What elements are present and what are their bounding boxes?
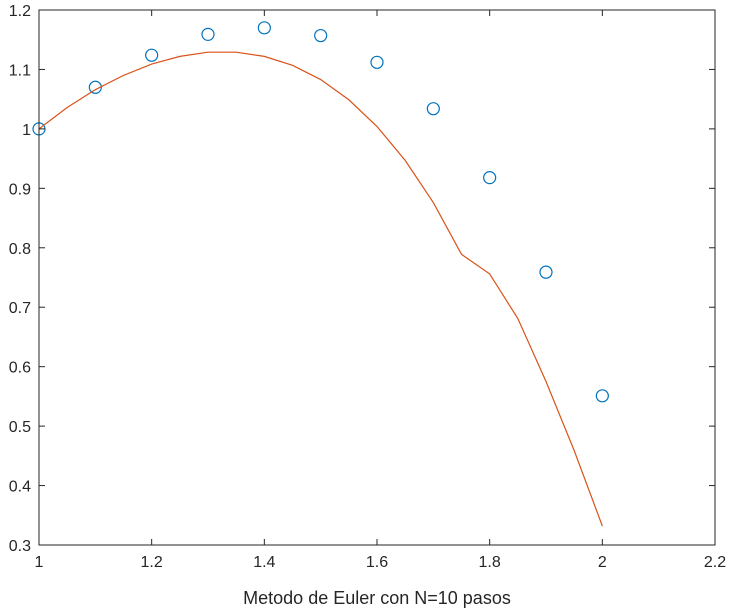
data-point (314, 28, 328, 43)
y-tick-label: 0.8 (9, 241, 31, 258)
data-point (483, 171, 497, 185)
x-tick-label: 1.8 (479, 554, 501, 571)
data-point (370, 55, 384, 69)
x-tick-label: 1.6 (366, 554, 388, 571)
y-tick-label: 0.3 (9, 538, 31, 555)
data-point (201, 27, 215, 41)
x-tick-label: 2.2 (704, 554, 726, 571)
y-tick-label: 0.6 (9, 360, 31, 377)
series-line (38, 51, 603, 527)
y-tick-label: 0.7 (9, 300, 31, 317)
data-point (595, 389, 609, 403)
y-axis: 0.3 0.4 0.5 0.6 0.7 0.8 0.9 1 1.1 1.2 (9, 3, 715, 555)
y-tick-label: 1 (22, 122, 31, 139)
y-tick-label: 1.2 (9, 3, 31, 20)
x-tick-label: 1.4 (253, 554, 275, 571)
y-tick-label: 0.5 (9, 419, 31, 436)
data-point (145, 48, 159, 62)
plot-area (39, 10, 715, 545)
x-tick-label: 1 (35, 554, 44, 571)
data-point (539, 265, 553, 279)
y-tick-label: 0.4 (9, 479, 31, 496)
x-axis-label: Metodo de Euler con N=10 pasos (243, 588, 511, 608)
y-tick-label: 0.9 (9, 181, 31, 198)
x-tick-label: 1.2 (141, 554, 163, 571)
x-tick-label: 2 (598, 554, 607, 571)
data-point (426, 102, 440, 116)
series-layer (32, 21, 609, 527)
x-axis: 1 1.2 1.4 1.6 1.8 2 2.2 (35, 10, 726, 571)
data-point (257, 21, 271, 35)
y-tick-label: 1.1 (9, 62, 31, 79)
